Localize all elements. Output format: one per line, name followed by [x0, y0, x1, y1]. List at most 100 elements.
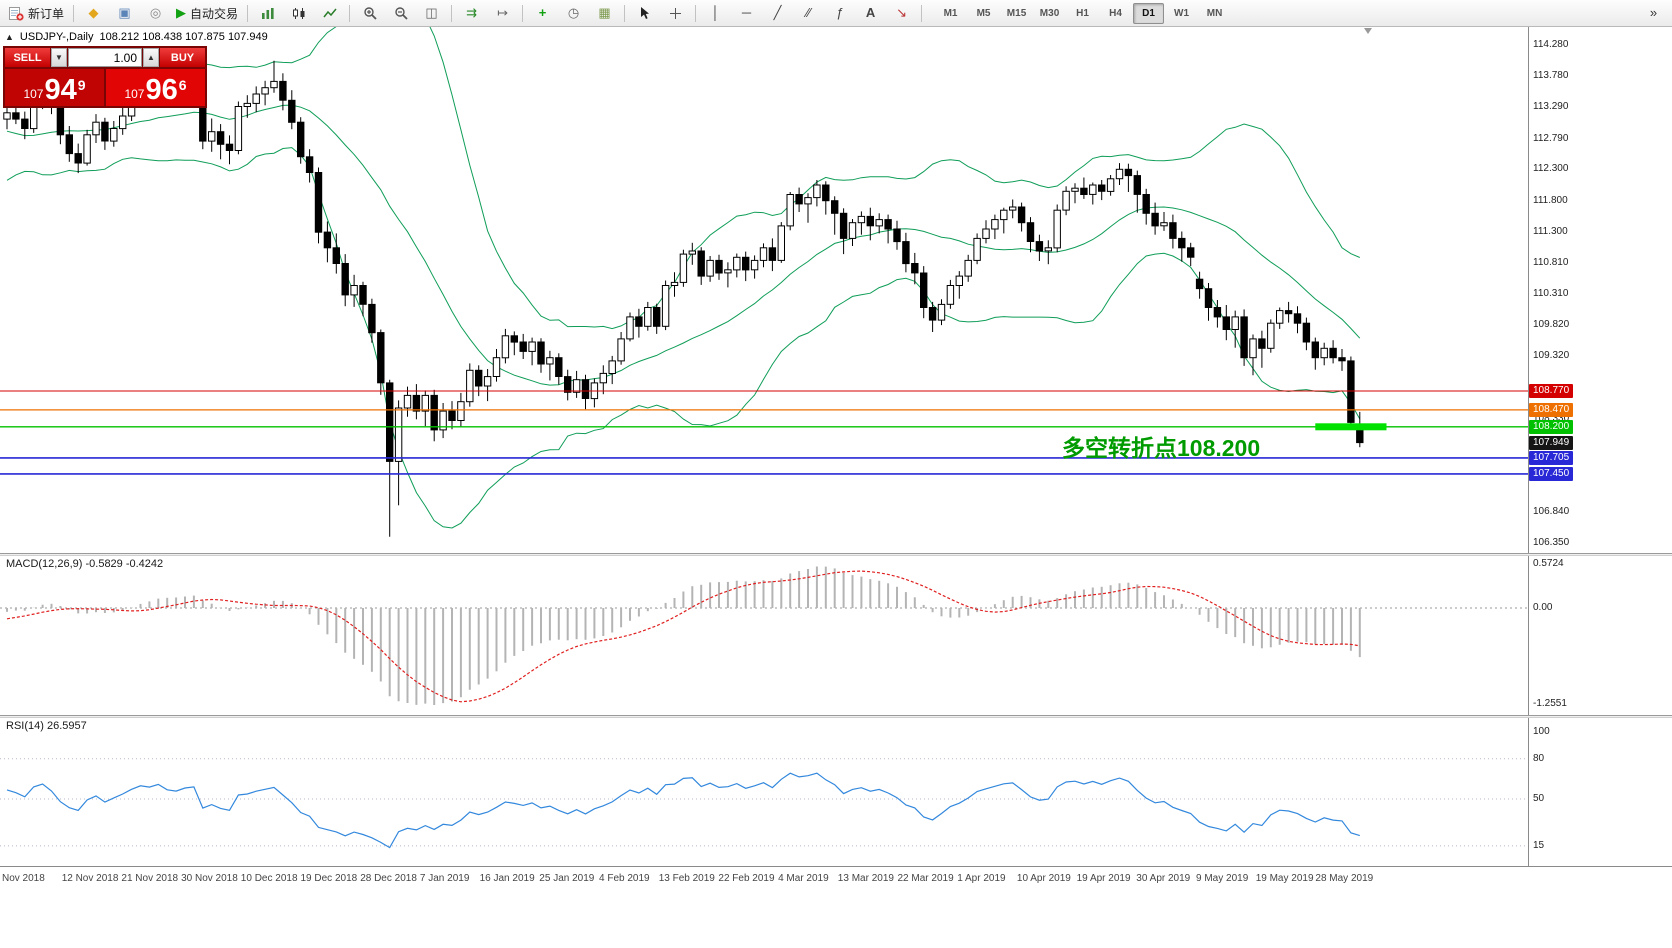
- date-label: 4 Mar 2019: [778, 873, 829, 884]
- price-level-badge: 107.705: [1529, 450, 1574, 465]
- macd-panel[interactable]: [0, 556, 1672, 715]
- sell-price-main: 94: [44, 74, 77, 106]
- price-tick-label: 110.810: [1533, 256, 1569, 268]
- data-window-icon[interactable]: ▣: [118, 5, 131, 20]
- price-tick-label: 113.780: [1533, 70, 1569, 82]
- toolbar-separator: [695, 4, 697, 22]
- buy-price-main: 96: [145, 74, 178, 106]
- fibonacci-button[interactable]: ƒ: [835, 5, 844, 20]
- periods-button[interactable]: ◷: [567, 5, 580, 20]
- timeframe-m1-button[interactable]: M1: [943, 7, 958, 19]
- price-tick-label: 111.800: [1533, 194, 1568, 206]
- toolbar-separator: [451, 4, 453, 22]
- volume-decrease-button[interactable]: ▼: [51, 48, 67, 67]
- auto-trading-button[interactable]: ▶ 自动交易: [176, 5, 239, 21]
- date-label: 30 Apr 2019: [1136, 873, 1191, 884]
- cursor-button[interactable]: [630, 2, 659, 25]
- price-level-badge: 108.470: [1529, 402, 1574, 417]
- toolbar: 新订单 ◆ ▣ ◎ ▶ 自动交易 ◫ ⇉ ↦ + ◷ ▦ │ ─ ╱ ∕∕ ƒ A ↘ M1 M5 M15 M30 H1 H4…: [0, 0, 1672, 27]
- navigator-icon[interactable]: ◎: [149, 5, 162, 20]
- date-label: 19 May 2019: [1255, 873, 1314, 884]
- auto-scroll-button[interactable]: ⇉: [466, 5, 477, 20]
- date-label: 22 Mar 2019: [897, 873, 954, 884]
- zoom-out-button[interactable]: [386, 2, 415, 25]
- rsi-panel[interactable]: [0, 718, 1672, 866]
- rsi-scale-label: 100: [1533, 726, 1550, 737]
- toolbar-separator: [522, 4, 524, 22]
- chart-title-bar: ▲ USDJPY-,Daily 108.212 108.438 107.875 …: [5, 31, 268, 43]
- macd-label: MACD(12,26,9) -0.5829 -0.4242: [6, 558, 163, 570]
- price-tick-label: 112.790: [1533, 132, 1569, 144]
- volume-input[interactable]: [68, 48, 142, 67]
- timeframe-m30-button[interactable]: M30: [1039, 7, 1060, 19]
- price-tick-label: 111.300: [1533, 226, 1568, 238]
- timeframe-mn-button[interactable]: MN: [1206, 7, 1223, 19]
- buy-price-prefix: 107: [124, 87, 145, 101]
- rsi-name: RSI(14): [6, 720, 44, 732]
- chart-annotation[interactable]: 多空转折点108.200: [1062, 435, 1261, 461]
- date-label: 9 May 2019: [1196, 873, 1249, 884]
- price-level-badge: 108.770: [1529, 384, 1574, 399]
- toolbar-overflow-button[interactable]: »: [1639, 2, 1668, 25]
- panel-separator[interactable]: [0, 553, 1672, 556]
- chart-ohlc-values: 108.212 108.438 107.875 107.949: [99, 31, 268, 43]
- trade-controls-row: SELL ▼ ▲ BUY: [5, 48, 205, 67]
- indicators-button[interactable]: +: [538, 5, 547, 20]
- volume-increase-button[interactable]: ▲: [143, 48, 159, 67]
- one-click-trading-panel: SELL ▼ ▲ BUY 107 94 9 107 96 6: [3, 46, 207, 108]
- tile-windows-button[interactable]: ◫: [425, 5, 438, 20]
- trade-prices-row: 107 94 9 107 96 6: [5, 69, 205, 106]
- sell-price-prefix: 107: [23, 87, 44, 101]
- price-tick-label: 108.330: [1533, 412, 1570, 424]
- zoom-in-button[interactable]: [355, 2, 384, 25]
- date-label: 21 Nov 2018: [121, 873, 179, 884]
- date-label: 19 Dec 2018: [300, 873, 358, 884]
- date-label: 1 Apr 2019: [957, 873, 1006, 884]
- text-button[interactable]: A: [865, 5, 876, 20]
- crosshair-button[interactable]: [661, 2, 690, 25]
- date-label: 19 Apr 2019: [1076, 873, 1131, 884]
- line-chart-button[interactable]: [315, 2, 344, 25]
- timeframe-d1-button[interactable]: D1: [1133, 2, 1165, 24]
- current-price-badge: 107.949: [1529, 435, 1574, 450]
- timeframe-h4-button[interactable]: H4: [1109, 7, 1122, 19]
- timeframe-m5-button[interactable]: M5: [976, 7, 991, 19]
- templates-button[interactable]: ▦: [598, 5, 611, 20]
- price-tick-label: 114.280: [1533, 39, 1569, 50]
- price-level-badge: 107.450: [1529, 466, 1574, 481]
- buy-button[interactable]: BUY: [160, 48, 205, 67]
- price-tick-label: 113.290: [1533, 101, 1569, 113]
- candlestick-chart-button[interactable]: [284, 2, 313, 25]
- toolbar-separator: [921, 4, 923, 22]
- price-tick-label: 110.310: [1533, 288, 1569, 300]
- rsi-label: RSI(14) 26.5957: [6, 720, 87, 732]
- timeframe-m15-button[interactable]: M15: [1006, 7, 1027, 19]
- toolbar-right: »: [1638, 2, 1669, 25]
- arrows-button[interactable]: ↘: [896, 5, 907, 20]
- date-label: 22 Feb 2019: [718, 873, 775, 884]
- trendline-button[interactable]: ╱: [773, 5, 782, 20]
- date-label: 16 Jan 2019: [479, 873, 535, 884]
- sell-button[interactable]: SELL: [5, 48, 50, 67]
- date-label: Nov 2018: [2, 873, 45, 884]
- timeframe-h1-button[interactable]: H1: [1076, 7, 1089, 19]
- one-click-collapse-button[interactable]: ▲: [5, 32, 14, 42]
- bar-chart-button[interactable]: [253, 2, 282, 25]
- buy-price-display[interactable]: 107 96 6: [106, 69, 205, 106]
- vertical-line-button[interactable]: │: [711, 5, 720, 20]
- timeframe-w1-button[interactable]: W1: [1174, 7, 1190, 19]
- market-watch-icon[interactable]: ◆: [88, 5, 99, 20]
- price-tick-label: 109.320: [1533, 350, 1570, 362]
- date-axis[interactable]: Nov 2018 12 Nov 2018 21 Nov 2018 30 Nov 201…: [0, 866, 1672, 948]
- chart-shift-button[interactable]: ↦: [497, 5, 508, 20]
- sell-price-display[interactable]: 107 94 9: [5, 69, 104, 106]
- equidistant-channel-button[interactable]: ∕∕: [806, 5, 811, 20]
- rsi-scale-label: 15: [1533, 839, 1545, 851]
- main-chart[interactable]: [0, 26, 1672, 553]
- new-order-button[interactable]: 新订单: [4, 2, 68, 25]
- price-tick-label: 106.350: [1533, 537, 1570, 548]
- macd-scale-label: 0.5724: [1533, 558, 1564, 569]
- buy-price-sup: 6: [178, 77, 187, 93]
- panel-separator[interactable]: [0, 715, 1672, 718]
- horizontal-line-button[interactable]: ─: [741, 5, 752, 20]
